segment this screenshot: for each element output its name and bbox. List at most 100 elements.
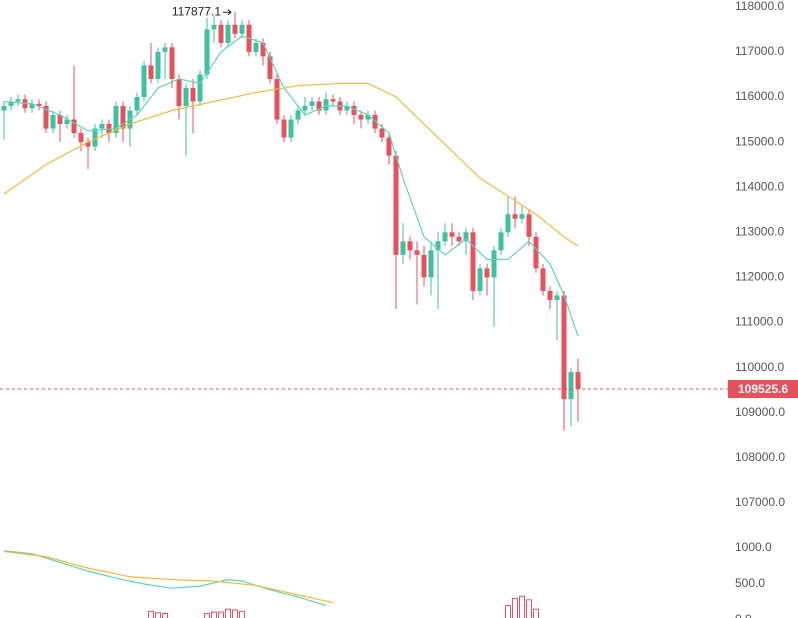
candle-body bbox=[386, 137, 392, 156]
candle-body bbox=[50, 115, 56, 129]
candle-body bbox=[148, 65, 154, 79]
candle-body bbox=[554, 295, 560, 300]
candle-body bbox=[15, 99, 21, 102]
candle-body bbox=[239, 24, 245, 34]
candle-body bbox=[414, 250, 420, 255]
candle-body bbox=[330, 99, 336, 102]
volume-bar bbox=[526, 599, 532, 618]
volume-bar bbox=[162, 613, 168, 618]
candle-body bbox=[540, 268, 546, 291]
candle-body bbox=[526, 214, 532, 237]
volume-bar bbox=[533, 608, 539, 618]
candle-body bbox=[519, 214, 525, 219]
candle-body bbox=[302, 106, 308, 111]
candle-body bbox=[575, 372, 581, 390]
high-annotation: 117877.1 bbox=[172, 4, 221, 18]
candle-body bbox=[169, 47, 175, 79]
candle-body bbox=[351, 106, 357, 116]
candle-body bbox=[491, 250, 497, 278]
candle-body bbox=[316, 101, 322, 111]
last-price-tag bbox=[728, 380, 798, 399]
candle-body bbox=[176, 78, 182, 106]
candle-body bbox=[8, 101, 14, 106]
y-tick-label: 117000.0 bbox=[735, 44, 784, 58]
volume-bar bbox=[204, 613, 210, 618]
y-tick-label: 111000.0 bbox=[735, 315, 784, 329]
candle-body bbox=[183, 87, 189, 106]
candle-body bbox=[211, 24, 217, 30]
y-tick-label: 114000.0 bbox=[735, 179, 784, 193]
candle-body bbox=[323, 99, 329, 111]
candle-body bbox=[260, 42, 266, 57]
y-tick-label: 109000.0 bbox=[735, 405, 785, 419]
volume-bar bbox=[225, 608, 231, 618]
candle-body bbox=[407, 241, 413, 251]
candle-body bbox=[421, 254, 427, 278]
y-tick-label: 113000.0 bbox=[735, 224, 784, 238]
candle-body bbox=[78, 133, 84, 143]
candle-body bbox=[358, 115, 364, 120]
candle-body bbox=[225, 24, 231, 43]
candle-body bbox=[218, 24, 224, 43]
y-tick-label: 1000.0 bbox=[735, 540, 772, 554]
y-tick-label: 0.0 bbox=[735, 612, 752, 618]
candle-body bbox=[428, 250, 434, 278]
candle-body bbox=[365, 115, 371, 120]
candle-body bbox=[71, 119, 77, 134]
candle-body bbox=[400, 241, 406, 255]
candle-body bbox=[232, 24, 238, 34]
volume-bar bbox=[218, 611, 224, 618]
volume-bar bbox=[239, 610, 245, 618]
candle-body bbox=[393, 155, 399, 255]
candle-body bbox=[568, 372, 574, 400]
candle-body bbox=[344, 106, 350, 111]
candle-body bbox=[267, 56, 273, 79]
moving-average-line bbox=[3, 82, 579, 247]
candle-body bbox=[463, 232, 469, 242]
candle-body bbox=[85, 142, 91, 147]
candle-body bbox=[113, 106, 119, 134]
candle-body bbox=[1, 106, 7, 111]
candle-body bbox=[197, 74, 203, 102]
candle-body bbox=[253, 42, 259, 52]
candle-body bbox=[134, 96, 140, 111]
volume-bar bbox=[148, 610, 154, 618]
moving-average-line bbox=[3, 35, 579, 337]
candle-body bbox=[505, 214, 511, 233]
moving-average-line bbox=[3, 550, 334, 604]
candle-body bbox=[204, 29, 210, 75]
volume-bar bbox=[519, 595, 525, 618]
candle-body bbox=[533, 236, 539, 269]
candle-body bbox=[57, 115, 63, 125]
candle-body bbox=[449, 232, 455, 237]
candle-body bbox=[456, 236, 462, 242]
candle-body bbox=[309, 101, 315, 106]
candle-body bbox=[512, 214, 518, 219]
candle-body bbox=[288, 119, 294, 138]
candle-body bbox=[162, 47, 168, 52]
volume-bar bbox=[211, 611, 217, 618]
candle-body bbox=[470, 232, 476, 291]
candle-body bbox=[155, 51, 161, 79]
y-tick-label: 107000.0 bbox=[735, 495, 785, 509]
candle-body bbox=[99, 124, 105, 129]
candle-body bbox=[64, 119, 70, 125]
candle-body bbox=[442, 232, 448, 242]
y-tick-label: 116000.0 bbox=[735, 89, 784, 103]
candle-body bbox=[141, 65, 147, 97]
y-tick-label: 110000.0 bbox=[735, 360, 784, 374]
candle-body bbox=[561, 295, 567, 400]
candle-body bbox=[295, 110, 301, 120]
candle-body bbox=[477, 268, 483, 291]
volume-bar bbox=[155, 612, 161, 618]
candle-body bbox=[120, 106, 126, 129]
candle-body bbox=[36, 103, 42, 106]
candle-body bbox=[274, 78, 280, 120]
candle-body bbox=[498, 232, 504, 251]
volume-bar bbox=[232, 609, 238, 618]
candle-body bbox=[92, 128, 98, 147]
y-tick-label: 108000.0 bbox=[735, 450, 785, 464]
y-tick-label: 118000.0 bbox=[735, 0, 784, 13]
